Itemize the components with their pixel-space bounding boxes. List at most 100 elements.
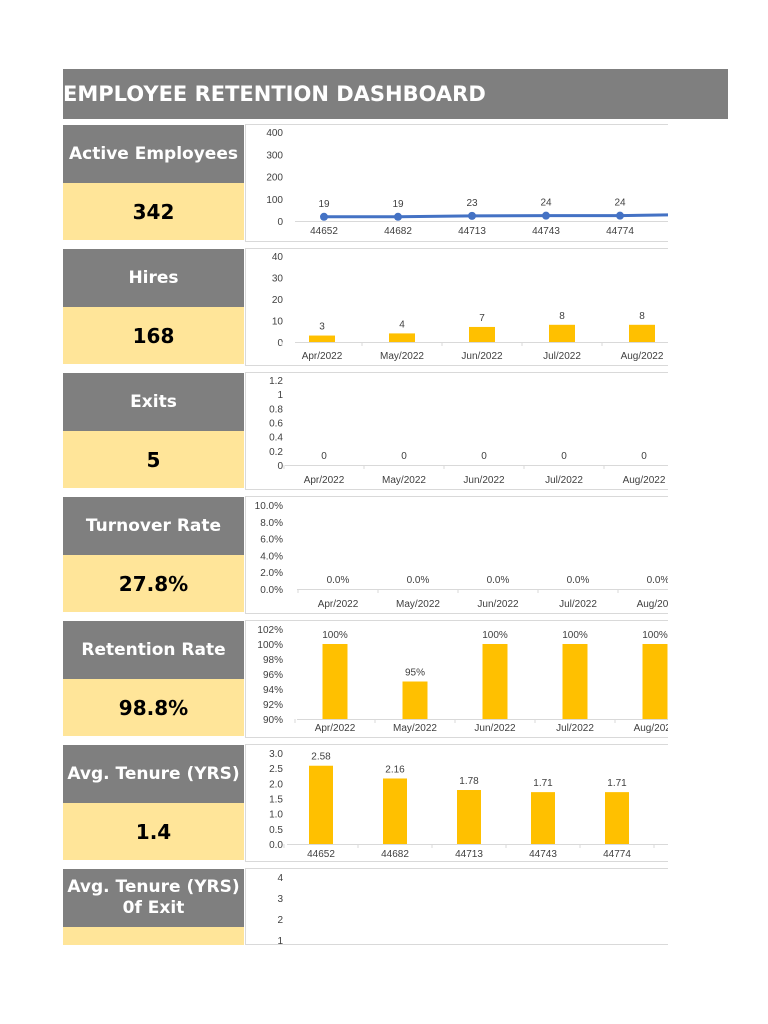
data-label: 100%	[322, 630, 348, 641]
x-tick-label: Apr/2022	[318, 599, 359, 610]
x-tick-label: May/2022	[396, 599, 440, 610]
y-tick-label: 0.6	[269, 419, 283, 430]
bar	[309, 335, 335, 342]
x-tick-label: Aug/2022	[637, 599, 668, 610]
chart-active-employees-svg: 400 300 200 100 0 44652 19 44682 19 44713 23 44743 2…	[245, 124, 668, 242]
y-tick-label: 1	[277, 936, 283, 945]
y-tick-label: 2.0	[269, 779, 283, 790]
y-tick-label: 1.5	[269, 795, 283, 806]
x-tick-label: Jun/2022	[463, 475, 505, 486]
y-tick-label: 200	[266, 173, 283, 184]
x-tick-label: Jun/2022	[461, 351, 503, 362]
y-tick-label: 2.5	[269, 764, 283, 775]
x-tick-label: Jul/2022	[545, 475, 583, 486]
x-tick-label: 44774	[606, 226, 634, 237]
kpi-turnover-rate-value: 27.8%	[63, 555, 244, 612]
kpi-avg-tenure-value: 1.4	[63, 803, 244, 860]
data-label: 8	[559, 311, 565, 322]
bar	[549, 324, 575, 342]
data-label: 2.16	[385, 764, 405, 775]
y-tick-label: 102%	[257, 625, 283, 636]
x-tick-label: 44682	[384, 226, 412, 237]
kpi-hires-value: 168	[63, 307, 244, 364]
chart-avg-tenure-exit: 4 3 2 1	[245, 868, 668, 945]
bar	[642, 644, 668, 719]
y-tick-label: 3	[277, 894, 283, 905]
y-tick-label: 0.0	[269, 840, 283, 851]
kpi-avg-tenure-exit-label: Avg. Tenure (YRS) 0f Exit	[63, 869, 244, 927]
y-tick-label: 0.0%	[260, 585, 283, 596]
y-tick-label: 400	[266, 128, 283, 139]
data-label: 95%	[405, 668, 425, 679]
x-tick-label: Jul/2022	[559, 599, 597, 610]
data-label: 7	[479, 313, 485, 324]
chart-hires: 40 30 20 10 0 Apr/2022 3 May/2022 4 Jun/2022 7 Jul/…	[245, 248, 668, 366]
data-label: 0	[321, 451, 327, 462]
chart-turnover-rate: 10.0% 8.0% 6.0% 4.0% 2.0% 0.0% Apr/2022 0.0% May…	[245, 496, 668, 614]
chart-retention-rate-svg: 102% 100% 98% 96% 94% 92% 90% Apr/2022 100% May/2…	[245, 620, 668, 738]
chart-exits: 1.2 1 0.8 0.6 0.4 0.2 0 Apr/2022 0 May/2022 0 Jun/2…	[245, 372, 668, 490]
chart-frame	[245, 620, 668, 738]
dashboard-title: EMPLOYEE RETENTION DASHBOARD	[63, 69, 728, 119]
bar	[309, 765, 333, 844]
x-tick-label: Aug/2022	[634, 723, 668, 734]
chart-frame	[245, 744, 668, 862]
chart-avg-tenure: 3.0 2.5 2.0 1.5 1.0 0.5 0.0 44652 2.58 44682 2.16 4…	[245, 744, 668, 862]
data-point	[542, 211, 550, 220]
kpi-value-text: 342	[132, 199, 175, 224]
y-tick-label: 100%	[257, 640, 283, 651]
chart-avg-tenure-exit-svg: 4 3 2 1	[245, 868, 668, 945]
bar	[469, 326, 495, 342]
data-point	[394, 212, 402, 221]
y-tick-label: 90%	[263, 715, 283, 726]
data-label: 1.78	[459, 776, 479, 787]
x-tick-label: Aug/2022	[621, 351, 664, 362]
data-label: 0.0%	[567, 575, 590, 586]
y-tick-label: 30	[272, 274, 284, 285]
kpi-avg-tenure-label: Avg. Tenure (YRS)	[63, 745, 244, 803]
bar	[562, 644, 588, 719]
data-label: 0.0%	[407, 575, 430, 586]
chart-frame	[245, 124, 668, 242]
bar	[605, 792, 629, 844]
data-label: 8	[639, 311, 645, 322]
y-tick-label: 300	[266, 150, 283, 161]
y-tick-label: 0	[277, 461, 283, 472]
bar	[531, 792, 555, 844]
bar	[629, 324, 655, 342]
x-tick-label: 44652	[307, 849, 335, 860]
data-label: 100%	[562, 630, 588, 641]
kpi-retention-rate-label: Retention Rate	[63, 621, 244, 679]
y-tick-label: 98%	[263, 655, 283, 666]
data-label: 0	[561, 451, 567, 462]
kpi-exits-label: Exits	[63, 373, 244, 431]
kpi-retention-rate-value: 98.8%	[63, 679, 244, 736]
y-tick-label: 40	[272, 252, 284, 263]
data-label: 0	[481, 451, 487, 462]
chart-turnover-rate-svg: 10.0% 8.0% 6.0% 4.0% 2.0% 0.0% Apr/2022 0.0% May…	[245, 496, 668, 614]
y-tick-label: 3.0	[269, 749, 283, 760]
chart-active-employees: 400 300 200 100 0 44652 19 44682 19 44713 23 44743 2…	[245, 124, 668, 242]
y-tick-label: 0.5	[269, 825, 283, 836]
y-tick-label: 20	[272, 295, 284, 306]
y-tick-label: 0.2	[269, 447, 283, 458]
x-tick-label: Apr/2022	[315, 723, 356, 734]
data-label: 1.71	[533, 778, 553, 789]
data-label: 24	[540, 198, 552, 209]
data-label: 23	[466, 198, 478, 209]
y-tick-label: 100	[266, 195, 283, 206]
y-tick-label: 1	[277, 390, 283, 401]
y-tick-label: 6.0%	[260, 535, 283, 546]
x-tick-label: Aug/2022	[623, 475, 666, 486]
chart-hires-svg: 40 30 20 10 0 Apr/2022 3 May/2022 4 Jun/2022 7 Jul/…	[245, 248, 668, 366]
data-label: 0	[641, 451, 647, 462]
chart-avg-tenure-svg: 3.0 2.5 2.0 1.5 1.0 0.5 0.0 44652 2.58 44682 2.16 4…	[245, 744, 668, 862]
data-label: 0	[401, 451, 407, 462]
x-tick-label: Jul/2022	[543, 351, 581, 362]
x-tick-label: May/2022	[393, 723, 437, 734]
kpi-value-text: 27.8%	[118, 571, 189, 596]
data-label: 0.0%	[487, 575, 510, 586]
data-label: 19	[318, 199, 330, 210]
x-tick-label: 44713	[455, 849, 483, 860]
y-tick-label: 0	[277, 338, 283, 349]
